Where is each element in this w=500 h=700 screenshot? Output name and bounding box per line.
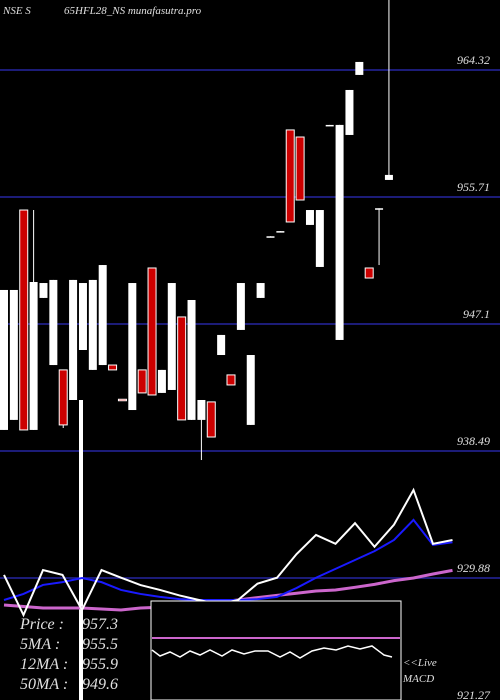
candle-body bbox=[69, 279, 78, 400]
macd-label: MACD bbox=[402, 673, 434, 685]
stat-label: 5MA : bbox=[20, 636, 60, 653]
candle-body bbox=[236, 283, 245, 330]
y-tick-label: 955.71 bbox=[457, 180, 490, 194]
candle-body bbox=[335, 124, 344, 340]
candle-body bbox=[78, 283, 87, 350]
candle-body bbox=[29, 282, 38, 430]
stat-value: 949.6 bbox=[82, 676, 118, 693]
candle-body bbox=[206, 401, 216, 438]
candle-body bbox=[364, 267, 374, 279]
candle-body bbox=[147, 267, 157, 396]
candle-body bbox=[9, 289, 18, 420]
candle-body bbox=[276, 231, 285, 233]
y-tick-label: 929.88 bbox=[457, 561, 490, 575]
candle-body bbox=[256, 283, 265, 298]
stat-value: 955.5 bbox=[82, 636, 118, 653]
y-tick-label: 938.49 bbox=[457, 434, 490, 448]
candle-body bbox=[0, 289, 8, 430]
stat-label: 12MA : bbox=[20, 656, 68, 673]
y-tick-label: 947.1 bbox=[463, 307, 490, 321]
candle-body bbox=[117, 398, 127, 402]
candle-body bbox=[49, 279, 58, 366]
candle-body bbox=[88, 279, 97, 370]
candle-body bbox=[226, 374, 236, 386]
stat-label: Price : bbox=[19, 616, 64, 633]
candle-body bbox=[345, 89, 354, 135]
candle-body bbox=[217, 334, 226, 356]
candle-body bbox=[197, 399, 206, 420]
stat-value: 957.3 bbox=[82, 616, 118, 633]
y-tick-label: 921.27 bbox=[457, 688, 491, 700]
candle-body bbox=[167, 283, 176, 390]
candle-body bbox=[157, 369, 166, 393]
candle-body bbox=[19, 209, 29, 431]
candle-body bbox=[315, 210, 324, 267]
candles bbox=[0, 0, 393, 461]
candle-body bbox=[246, 355, 255, 425]
y-ticks: 964.32 955.71 947.1 938.49 929.88 921.27 bbox=[457, 53, 491, 700]
candle-body bbox=[39, 283, 48, 298]
candle-body bbox=[108, 364, 118, 371]
candle-body bbox=[98, 265, 107, 366]
candle-body bbox=[285, 129, 295, 223]
stat-label: 50MA : bbox=[20, 676, 68, 693]
y-tick-label: 964.32 bbox=[457, 53, 490, 67]
candle-body bbox=[266, 236, 275, 238]
macd-line bbox=[151, 645, 393, 659]
candle-body bbox=[375, 208, 384, 210]
moving-average bbox=[3, 518, 453, 601]
macd-panel: <<Live MACD bbox=[150, 600, 437, 700]
candle-body bbox=[384, 174, 393, 180]
candle-body bbox=[295, 136, 305, 201]
stat-value: 955.9 bbox=[82, 656, 118, 673]
candle-body bbox=[355, 61, 364, 75]
candle-body bbox=[305, 210, 314, 225]
stats: Price : 957.3 5MA : 955.5 12MA : 955.9 50MA : 9… bbox=[19, 616, 118, 693]
candle-body bbox=[58, 369, 68, 426]
macd-box bbox=[150, 600, 402, 700]
chart-title: 65HFL28_NS munafasutra.pro bbox=[64, 5, 202, 17]
candle-body bbox=[325, 124, 334, 127]
candle-body bbox=[128, 283, 137, 411]
candle-body bbox=[177, 316, 187, 421]
exchange: NSE S bbox=[2, 5, 31, 17]
candle-body bbox=[137, 369, 147, 394]
macd-label: <<Live bbox=[403, 657, 437, 669]
candle-body bbox=[187, 299, 196, 420]
